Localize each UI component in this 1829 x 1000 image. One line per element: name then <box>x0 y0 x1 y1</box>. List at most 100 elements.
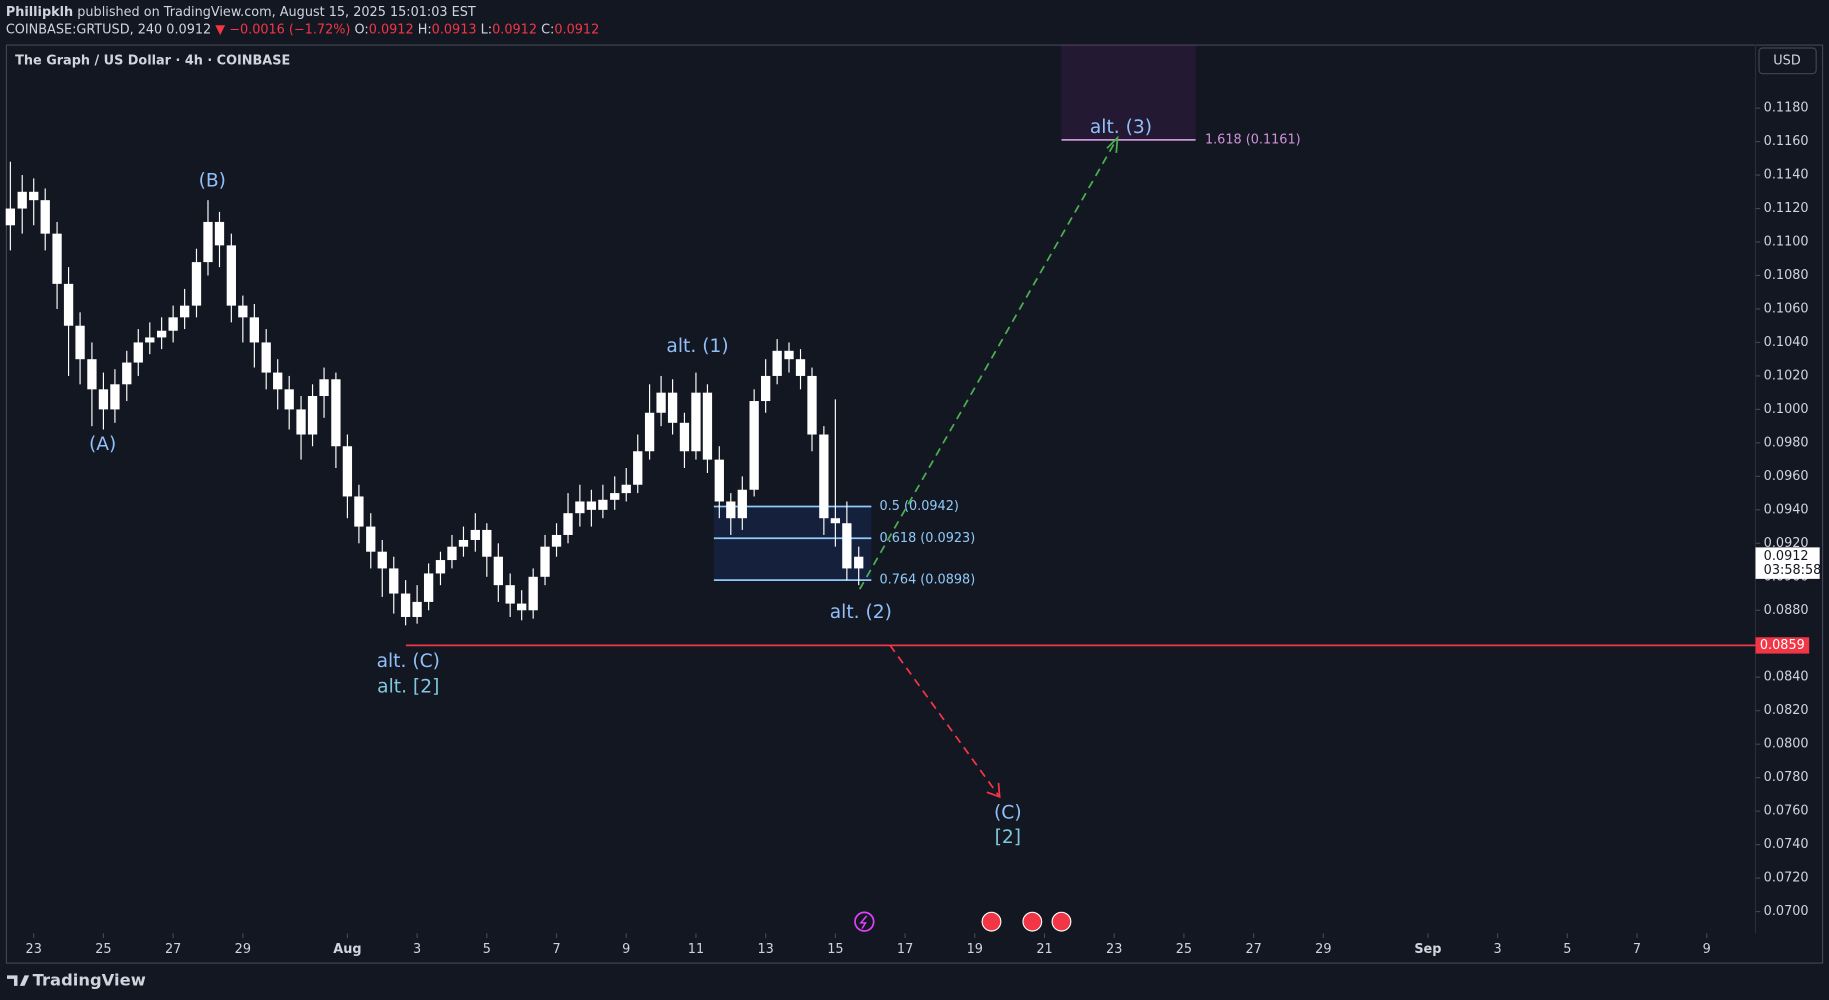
candle-body <box>795 359 806 376</box>
y-tick-label: 0.1060 <box>1764 301 1809 316</box>
y-tick-label: 0.0840 <box>1764 670 1809 685</box>
candle-body <box>331 379 341 447</box>
currency-button[interactable] <box>1758 47 1817 75</box>
fib-label: 1.618 (0.1161) <box>1205 132 1301 147</box>
candle-body <box>598 499 608 510</box>
candle-body <box>458 539 469 547</box>
candle-body <box>667 392 678 423</box>
candle-body <box>772 350 782 376</box>
events <box>854 911 1072 932</box>
x-tick-label: 17 <box>897 942 913 957</box>
last-price-label: 0.0912 <box>1764 549 1809 564</box>
ohlc-value: 0.0912 <box>492 22 537 37</box>
candle-body <box>52 233 62 284</box>
x-tick-label: 9 <box>622 942 630 957</box>
x-tick-label: 23 <box>1106 942 1122 957</box>
x-tick-label: 13 <box>757 942 773 957</box>
x-tick-label: Sep <box>1414 942 1441 957</box>
candle-body <box>238 305 248 318</box>
fib-label: 0.764 (0.0898) <box>880 573 976 588</box>
candle-body <box>819 434 829 519</box>
candle-body <box>435 560 446 574</box>
y-tick-label: 0.0980 <box>1764 435 1809 450</box>
x-tick-label: 29 <box>1315 942 1331 957</box>
event-icon[interactable] <box>1051 911 1072 932</box>
candle-body <box>528 576 538 611</box>
candle-body <box>145 337 155 343</box>
y-tick-label: 0.0700 <box>1764 904 1809 919</box>
candle-body <box>179 305 190 318</box>
wave-label: (B) <box>199 170 226 191</box>
candle-body <box>517 603 527 611</box>
x-tick-label: 23 <box>26 942 42 957</box>
level-tag <box>1755 637 1810 654</box>
candle-body <box>493 556 503 586</box>
y-tick-label: 0.1000 <box>1764 402 1809 417</box>
candle-body <box>423 573 434 602</box>
candle-body <box>563 513 573 535</box>
y-tick-label: 0.0880 <box>1764 603 1809 618</box>
published: published on TradingView.com, August 15,… <box>77 4 476 19</box>
chart-frame <box>5 44 1824 964</box>
candle-body <box>261 342 271 373</box>
candle-body <box>470 529 480 540</box>
candle-body <box>29 191 39 201</box>
y-tick-label: 0.1160 <box>1764 134 1809 149</box>
candle-body <box>98 389 109 410</box>
x-tick-label: 19 <box>967 942 983 957</box>
event-bolt <box>859 915 868 930</box>
candle-body <box>505 585 515 604</box>
candle-body <box>830 518 841 524</box>
candle-body <box>389 568 399 594</box>
countdown: 03:58:58 <box>1764 563 1822 578</box>
event-icon[interactable] <box>854 911 875 932</box>
ohlc-value: 0.0912 <box>554 22 599 37</box>
logo-mark <box>6 975 30 986</box>
bull-arrow <box>858 137 1119 590</box>
wave-label: alt. (C) <box>377 651 440 672</box>
x-tick-label: 27 <box>165 942 181 957</box>
candle-body <box>354 496 364 527</box>
candle-body <box>691 392 701 452</box>
event-icon[interactable] <box>981 911 1002 932</box>
candle-body <box>540 546 550 577</box>
y-tick-label: 0.0800 <box>1764 737 1809 752</box>
candle-body <box>5 208 16 226</box>
ohlc-value: 0.0912 <box>369 22 414 37</box>
candle-body <box>807 375 817 435</box>
candle-body <box>784 350 794 360</box>
currency: USD <box>1773 53 1801 68</box>
candle-body <box>749 401 759 490</box>
y-tick-label: 0.0920 <box>1764 536 1809 551</box>
fib-label: 0.618 (0.0923) <box>880 531 976 546</box>
y-tick-label: 0.1180 <box>1764 101 1809 116</box>
candle-body <box>133 342 143 363</box>
y-tick-label: 0.0760 <box>1764 804 1809 819</box>
x-tick-label: 5 <box>1563 942 1571 957</box>
candle-body <box>17 191 27 209</box>
ohlc-key: C: <box>541 22 554 37</box>
candle-body <box>168 317 178 331</box>
candle-body <box>87 359 97 390</box>
candle-body <box>726 501 736 519</box>
x-tick-label: 11 <box>688 942 704 957</box>
candle-body <box>63 283 74 326</box>
ohlc-key: O: <box>355 22 369 37</box>
candle-body <box>122 362 132 385</box>
y-tick-label: 0.1120 <box>1764 201 1809 216</box>
candle-body <box>575 501 585 514</box>
candle-body <box>412 601 422 617</box>
y-tick-label: 0.1140 <box>1764 168 1809 183</box>
candle-body <box>342 446 353 497</box>
event-icon[interactable] <box>1022 911 1043 932</box>
footer-logo: TradingView <box>6 971 146 990</box>
x-tick-label: 15 <box>827 942 843 957</box>
bull-arrow-head <box>1106 135 1119 154</box>
ohlc-key: L: <box>481 22 492 37</box>
last-price: 0.0912 <box>166 22 211 37</box>
candle-body <box>156 330 167 338</box>
candle-body <box>656 392 666 413</box>
candle-body <box>447 546 457 561</box>
